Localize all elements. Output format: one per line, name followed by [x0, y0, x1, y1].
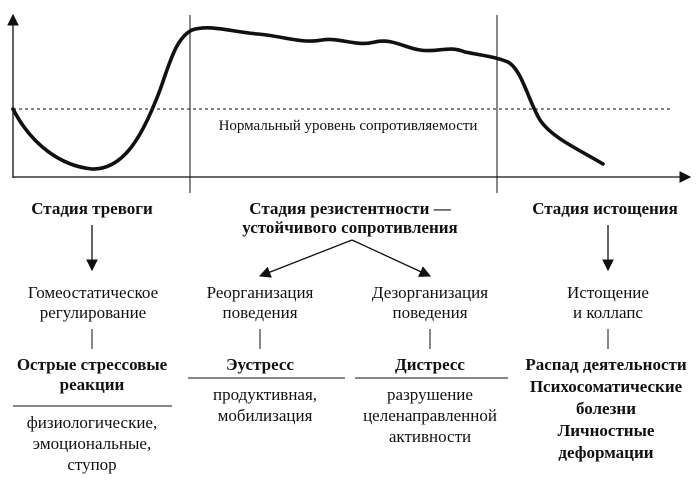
resistance-curve — [11, 26, 605, 171]
eustress-label: Эустресс — [226, 355, 294, 374]
distress-desc-line3: активности — [388, 427, 472, 446]
reorganization-line1: Реорганизация — [206, 283, 314, 302]
stage-alarm-title: Стадия тревоги — [31, 199, 153, 218]
arrow-resistance-to-reorganization — [258, 239, 353, 278]
eustress-desc-line1: продуктивная, — [212, 385, 318, 404]
stage-resistance-title-line1: Стадия резистентности — — [249, 199, 451, 218]
eustress-desc-line2: мобилизация — [217, 406, 313, 425]
decay-line2: Психосоматические — [529, 377, 683, 396]
decay-line3: болезни — [575, 399, 637, 418]
acute-reactions-line1: Острые стрессовые — [16, 355, 168, 374]
acute-reactions-line2: реакции — [59, 375, 125, 394]
disorganization-line1: Дезорганизация — [371, 283, 489, 302]
acute-desc-line1: физиологические, — [26, 413, 158, 432]
decay-line1: Распад деятельности — [525, 355, 687, 374]
exhaustion-line1: Истощение — [567, 283, 649, 302]
distress-desc-line1: разрушение — [387, 385, 473, 404]
disorganization-line2: поведения — [392, 303, 468, 322]
exhaustion-line2: и коллапс — [573, 303, 643, 322]
homeostatic-line1: Гомеостатическое — [27, 283, 159, 302]
decay-line5: деформации — [558, 443, 654, 462]
arrow-resistance-to-disorganization — [351, 239, 432, 277]
stage-resistance-title-line2: устойчивого сопротивления — [242, 218, 458, 237]
normal-level-label: Нормальный уровень сопротивляемости — [218, 118, 478, 134]
homeostatic-line2: регулирование — [39, 303, 147, 322]
acute-desc-line2: эмоциональные, — [32, 434, 152, 453]
stage-exhaustion-title: Стадия истощения — [532, 199, 678, 218]
distress-label: Дистресс — [395, 355, 465, 374]
distress-desc-line2: целенаправленной — [363, 406, 497, 425]
decay-line4: Личностные — [557, 421, 655, 440]
acute-desc-line3: ступор — [67, 455, 117, 474]
reorganization-line2: поведения — [222, 303, 298, 322]
